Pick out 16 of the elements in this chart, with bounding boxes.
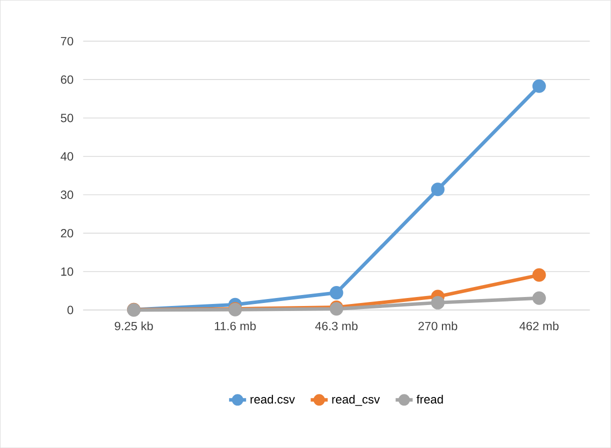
legend-label: read.csv [250, 394, 295, 404]
x-tick-label: 46.3 mb [315, 321, 358, 330]
x-tick-label: 462 mb [520, 321, 559, 330]
y-tick-label: 40 [60, 152, 74, 161]
y-tick-label: 30 [60, 190, 74, 199]
legend-label: fread [416, 394, 443, 404]
y-tick-label: 60 [60, 75, 74, 84]
x-tick-label: 270 mb [418, 321, 458, 330]
y-tick-label: 0 [67, 306, 74, 314]
y-tick-label: 20 [60, 228, 74, 238]
x-tick-label: 9.25 kb [114, 321, 153, 330]
legend-label: read_csv [332, 394, 380, 406]
x-tick-label: 11.6 mb [214, 321, 256, 330]
y-tick-label: 70 [60, 36, 74, 46]
y-tick-label: 50 [60, 114, 74, 122]
y-tick-label: 10 [61, 267, 74, 276]
